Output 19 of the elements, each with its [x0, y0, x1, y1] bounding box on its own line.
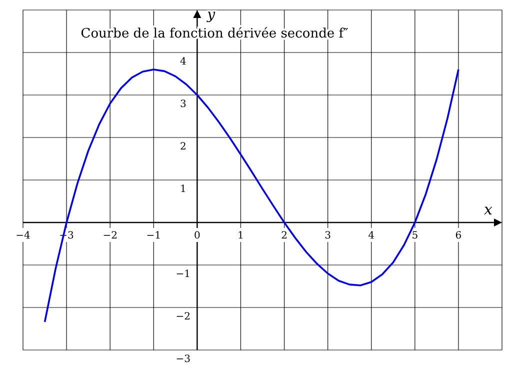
x-axis-title: x	[484, 200, 493, 218]
y-tick-label: −1	[176, 269, 191, 280]
y-tick-label: −3	[176, 354, 191, 365]
y-tick-label: −2	[176, 312, 191, 322]
y-tick-label: 3	[180, 99, 186, 110]
y-tick-label: 1	[180, 184, 186, 195]
x-tick-label: 3	[324, 230, 332, 242]
y-axis-title: y	[206, 7, 216, 23]
x-tick-label: 4	[368, 230, 375, 242]
x-tick-label: 2	[281, 230, 288, 242]
x-tick-label: 1	[238, 230, 244, 242]
y-tick-label: 2	[180, 142, 186, 152]
x-tick-label: −2	[102, 230, 118, 242]
x-tick-label: −4	[16, 230, 30, 242]
x-tick-label: 0	[194, 230, 200, 242]
x-tick-label: 6	[455, 230, 462, 242]
x-tick-label: −1	[146, 230, 162, 242]
y-tick-label: 4	[180, 56, 186, 68]
x-tick-label: 5	[412, 230, 418, 242]
